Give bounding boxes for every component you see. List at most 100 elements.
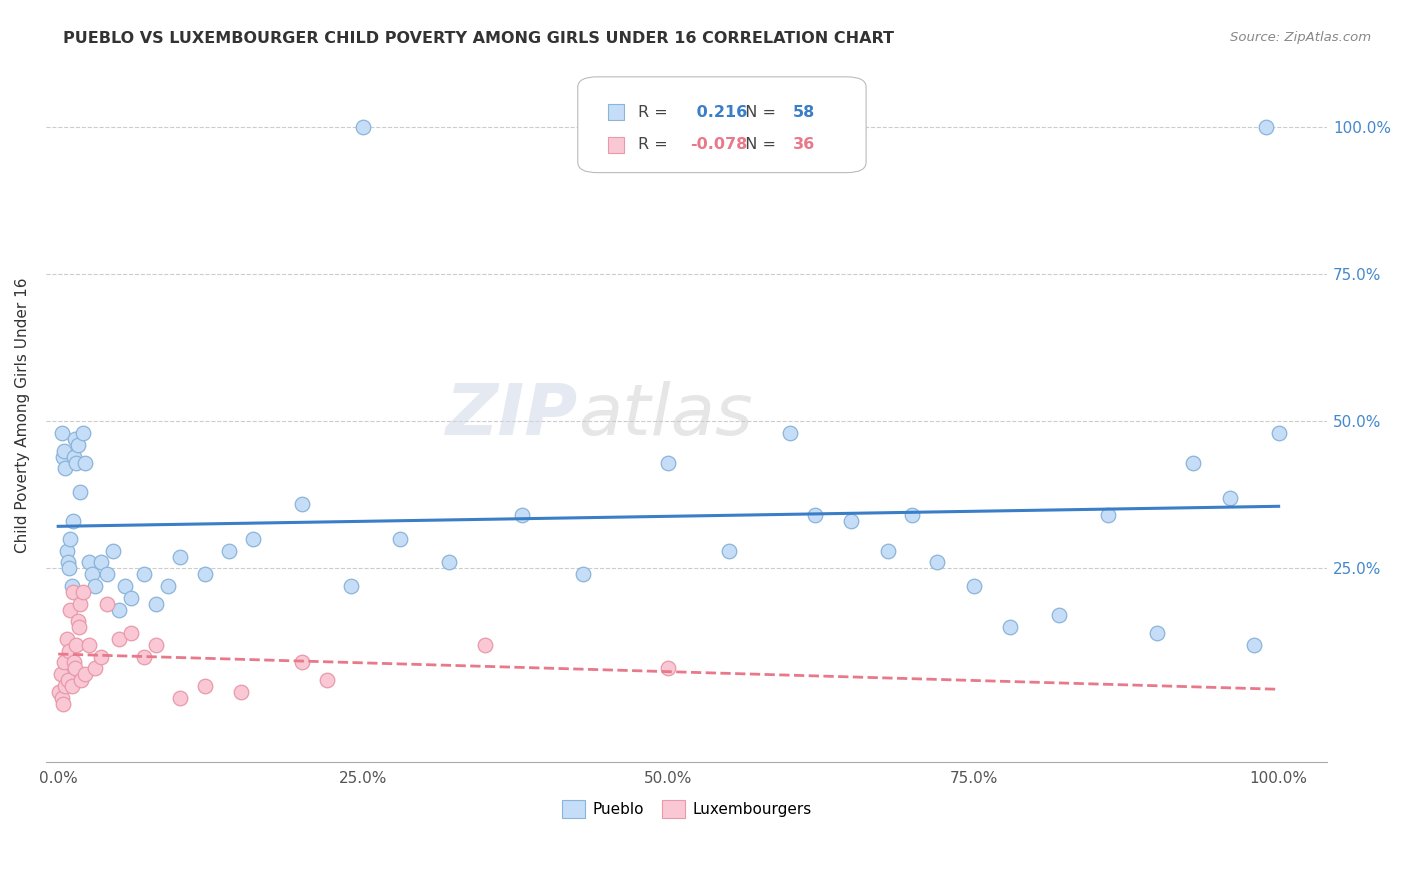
Point [77, 556, 100, 570]
Point [96, 567, 118, 582]
Point [437, 556, 460, 570]
Point [1182, 456, 1205, 470]
Point [51, 426, 73, 441]
Point [59, 532, 82, 546]
Point [53, 656, 76, 670]
Point [315, 673, 337, 687]
Point [901, 508, 924, 523]
Point [1267, 426, 1289, 441]
Point [55, 679, 77, 693]
Text: atlas: atlas [578, 381, 752, 450]
Point [132, 649, 155, 664]
Point [998, 620, 1021, 634]
Point [108, 602, 131, 616]
Point [66, 615, 89, 629]
Point [157, 579, 180, 593]
Point [69, 597, 91, 611]
Point [62, 514, 84, 528]
Point [49, 667, 72, 681]
Point [657, 661, 679, 675]
Point [72, 426, 94, 441]
Point [877, 543, 900, 558]
Point [63, 450, 86, 464]
Point [510, 508, 533, 523]
Point [55, 543, 77, 558]
Point [145, 638, 167, 652]
Point [60, 679, 83, 693]
Point [59, 602, 82, 616]
Point [291, 656, 314, 670]
Point [291, 497, 314, 511]
Point [73, 456, 96, 470]
Point [1243, 638, 1265, 652]
Legend: Pueblo, Luxembourgers: Pueblo, Luxembourgers [555, 794, 818, 824]
Point [169, 690, 191, 705]
Point [65, 661, 87, 675]
Point [657, 456, 679, 470]
Point [194, 567, 217, 582]
Text: ZIP: ZIP [446, 381, 578, 450]
Point [72, 585, 94, 599]
Point [52, 697, 75, 711]
Point [52, 450, 75, 464]
Point [962, 579, 984, 593]
Point [120, 626, 142, 640]
Point [82, 567, 104, 582]
Point [194, 679, 217, 693]
Text: 36: 36 [793, 137, 815, 153]
Point [77, 638, 100, 652]
Point [65, 456, 87, 470]
Point [53, 443, 76, 458]
Point [1219, 491, 1241, 505]
Text: -0.078: -0.078 [690, 137, 748, 153]
Text: R =: R = [638, 104, 673, 120]
Point [718, 543, 741, 558]
Point [120, 591, 142, 605]
Point [804, 508, 827, 523]
Point [218, 543, 240, 558]
Point [63, 656, 86, 670]
Point [352, 120, 374, 135]
Point [108, 632, 131, 646]
Text: 58: 58 [793, 104, 815, 120]
Point [841, 514, 863, 528]
Point [56, 673, 79, 687]
Point [67, 620, 90, 634]
Point [474, 638, 496, 652]
Point [101, 543, 124, 558]
Point [145, 597, 167, 611]
Point [169, 549, 191, 564]
Text: N =: N = [735, 137, 782, 153]
Text: N =: N = [735, 104, 782, 120]
Point [70, 673, 93, 687]
Point [48, 685, 70, 699]
Point [58, 643, 80, 657]
Point [1047, 608, 1070, 623]
Point [55, 632, 77, 646]
Point [90, 649, 112, 664]
Point [925, 556, 948, 570]
Point [58, 561, 80, 575]
Point [96, 597, 118, 611]
Text: PUEBLO VS LUXEMBOURGER CHILD POVERTY AMONG GIRLS UNDER 16 CORRELATION CHART: PUEBLO VS LUXEMBOURGER CHILD POVERTY AMO… [63, 31, 894, 46]
Point [66, 438, 89, 452]
Point [56, 556, 79, 570]
FancyBboxPatch shape [578, 77, 866, 173]
Point [51, 690, 73, 705]
Point [90, 556, 112, 570]
Point [1097, 508, 1119, 523]
Point [132, 567, 155, 582]
Point [65, 638, 87, 652]
Point [73, 667, 96, 681]
Point [62, 585, 84, 599]
Point [779, 426, 801, 441]
Point [1256, 120, 1278, 135]
Y-axis label: Child Poverty Among Girls Under 16: Child Poverty Among Girls Under 16 [15, 277, 30, 553]
Point [242, 532, 264, 546]
Point [69, 484, 91, 499]
Point [83, 579, 105, 593]
Point [231, 685, 253, 699]
Point [60, 579, 83, 593]
Point [388, 532, 411, 546]
Text: Source: ZipAtlas.com: Source: ZipAtlas.com [1230, 31, 1371, 45]
